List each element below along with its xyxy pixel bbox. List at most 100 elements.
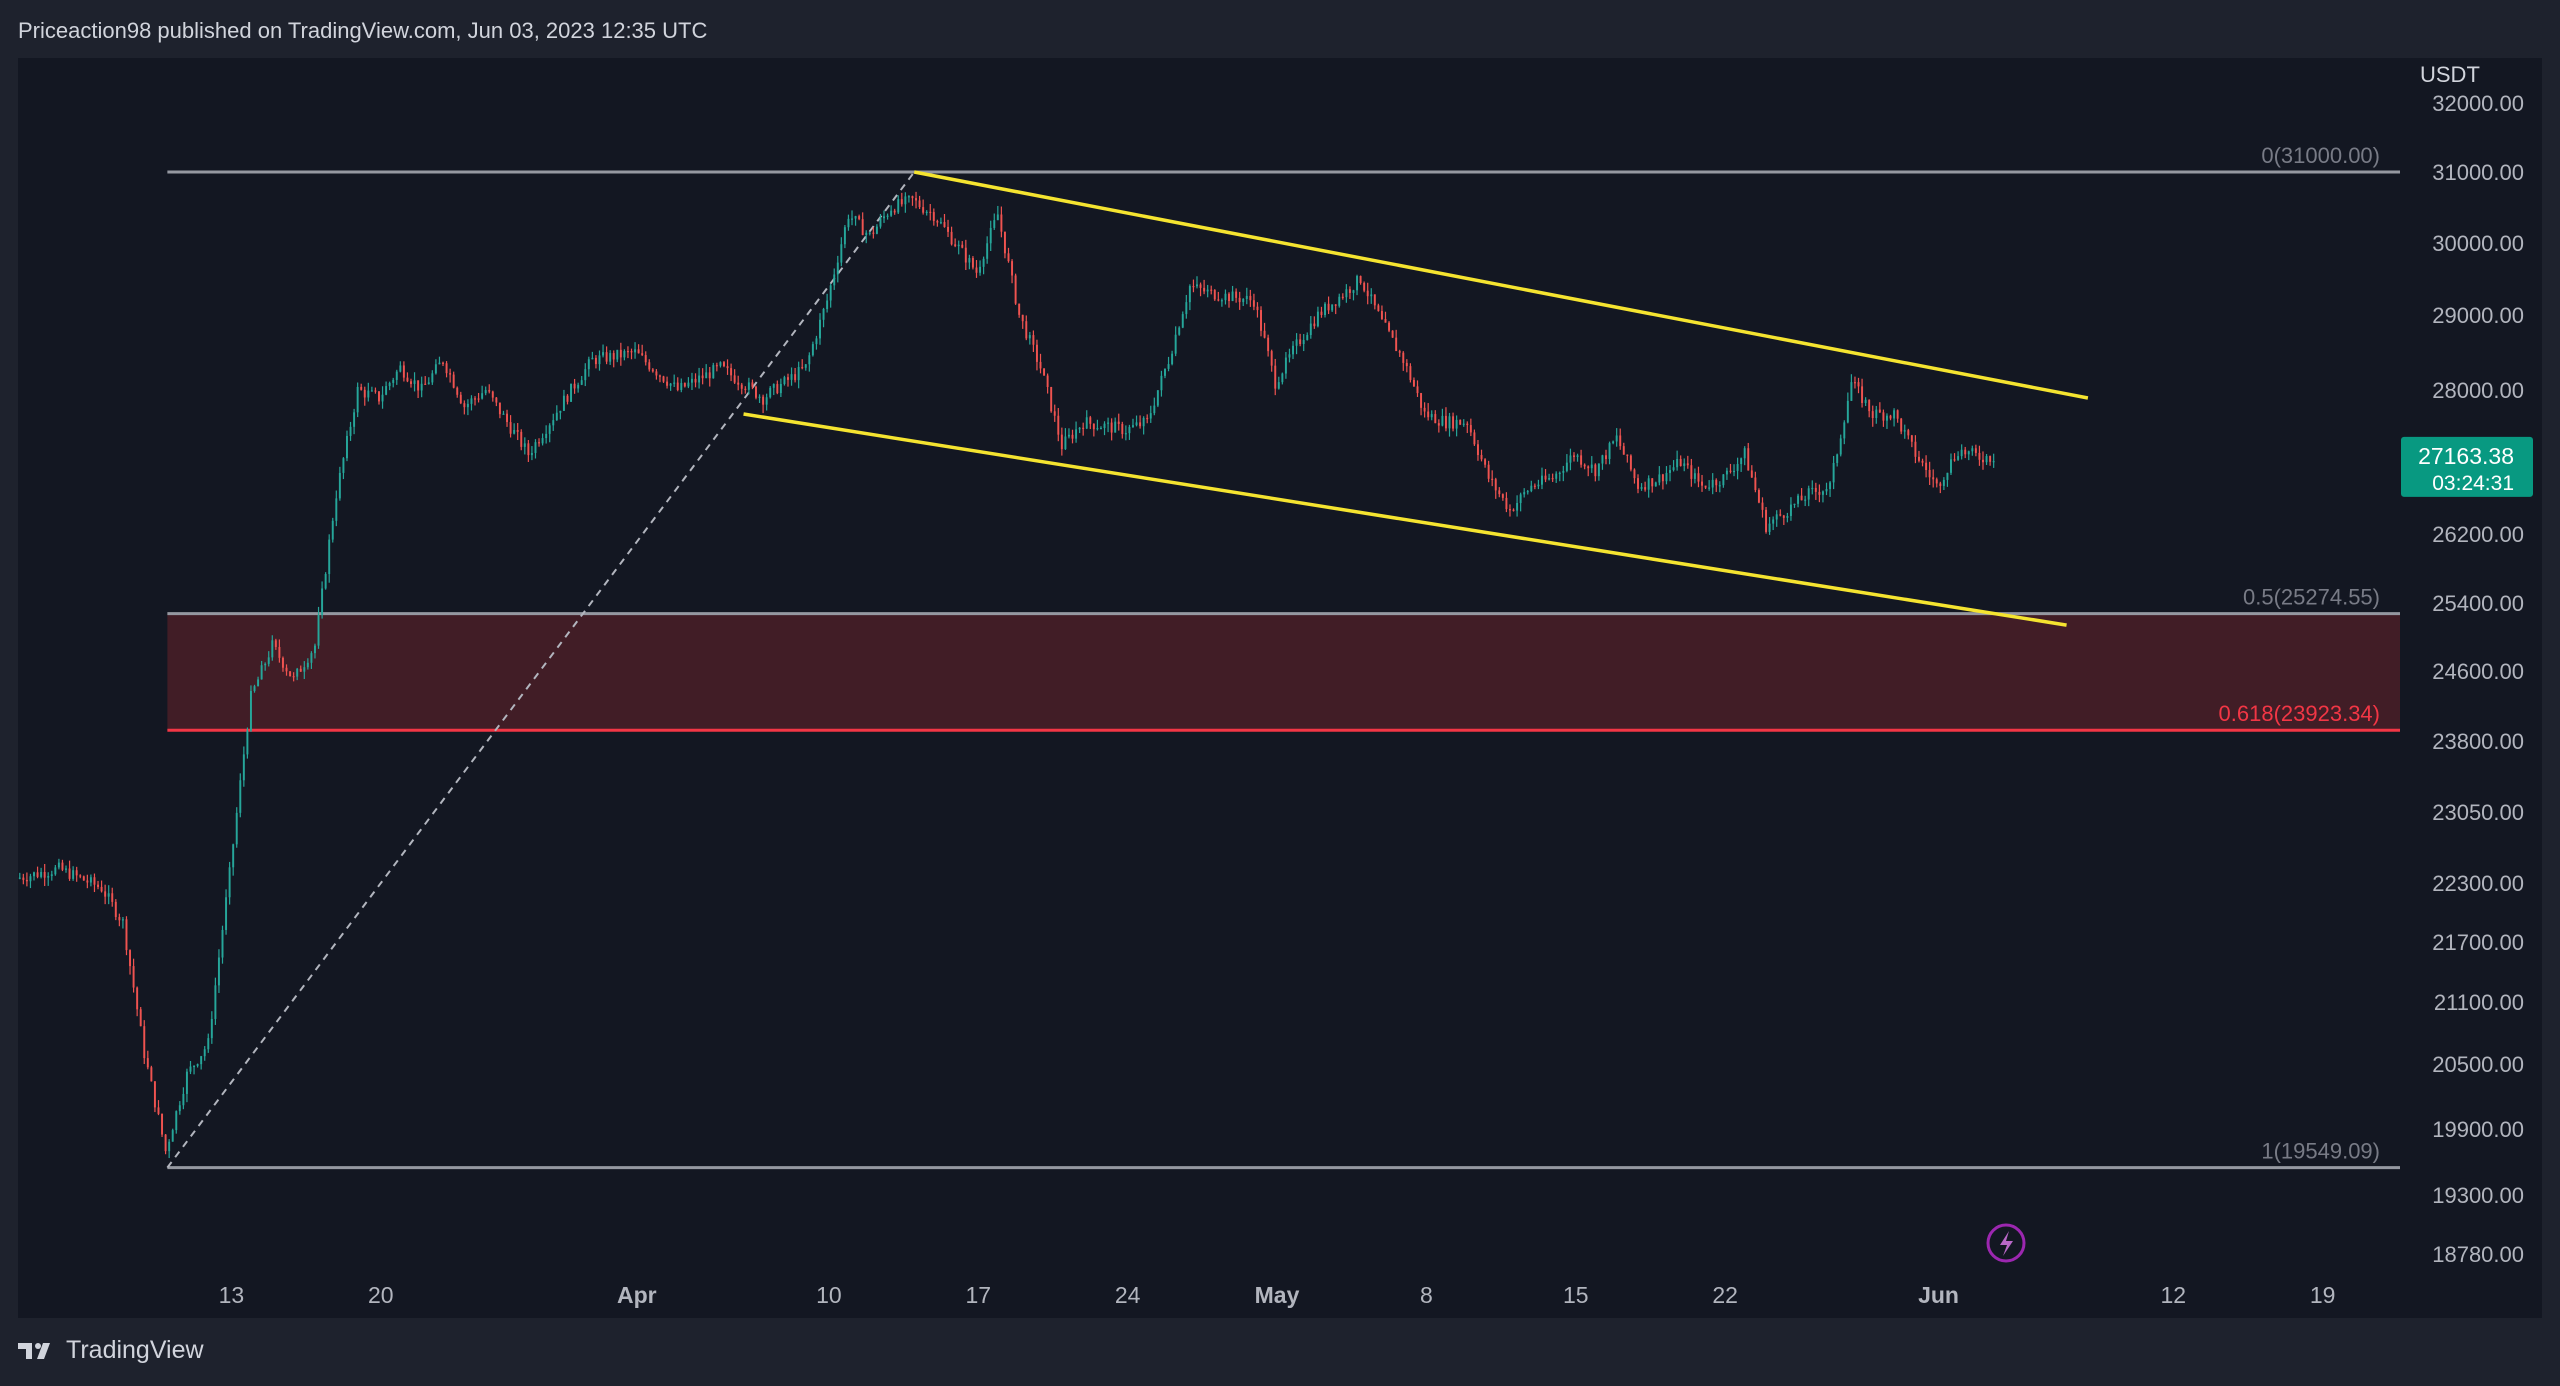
candle	[434, 364, 437, 374]
candle	[1487, 464, 1490, 479]
last-price-tag[interactable]	[2401, 436, 2533, 497]
candle	[1594, 464, 1597, 477]
candle	[413, 380, 416, 384]
candle	[1651, 478, 1654, 487]
candle	[1530, 485, 1533, 492]
candle	[1743, 448, 1746, 459]
candle	[1747, 448, 1750, 471]
candle	[1637, 478, 1639, 489]
candle	[740, 384, 743, 389]
candle	[594, 357, 597, 365]
candle	[957, 244, 960, 247]
candle	[1341, 296, 1344, 298]
candle	[310, 653, 313, 663]
candle	[1683, 463, 1686, 466]
tradingview-logo[interactable]: TradingView	[18, 1336, 204, 1365]
candle	[548, 425, 551, 434]
candle	[1099, 428, 1102, 430]
candle	[210, 1018, 213, 1039]
candle	[367, 390, 370, 398]
candle	[1057, 415, 1060, 435]
candle	[1128, 426, 1131, 434]
candle	[1135, 422, 1138, 426]
candle	[993, 220, 996, 228]
candle	[715, 365, 718, 367]
candle	[584, 369, 587, 381]
candle	[865, 232, 868, 236]
flash-icon[interactable]	[1986, 1223, 2026, 1263]
candle	[708, 372, 711, 379]
candle	[1789, 504, 1792, 516]
candle	[1188, 286, 1191, 303]
candle	[1398, 351, 1401, 353]
channel-upper-line[interactable]	[913, 170, 2089, 400]
candle	[1295, 339, 1298, 346]
candle	[40, 871, 43, 877]
candle	[1043, 368, 1046, 376]
candle	[1174, 334, 1177, 354]
candle	[150, 1067, 153, 1082]
candle	[374, 390, 377, 392]
candle	[1910, 435, 1913, 442]
candle	[900, 199, 903, 205]
candle	[36, 872, 39, 877]
candle	[118, 917, 121, 921]
candle	[1110, 422, 1113, 433]
candle	[644, 355, 647, 363]
candle	[1885, 415, 1888, 421]
candle	[466, 403, 469, 408]
candle	[772, 384, 775, 388]
candle	[570, 383, 573, 402]
candle	[328, 539, 331, 575]
candle	[136, 987, 139, 1010]
candle	[1782, 515, 1785, 518]
candle	[1427, 411, 1430, 418]
candle	[854, 216, 857, 219]
channel-lower-line[interactable]	[743, 412, 2067, 627]
y-tick-label: 18780.00	[2432, 1242, 2524, 1267]
candle	[1978, 452, 1981, 460]
candle	[1501, 494, 1504, 498]
price-scale-background[interactable]	[2408, 58, 2542, 1318]
candle	[1430, 414, 1433, 418]
candle	[907, 196, 910, 198]
candle	[879, 218, 882, 227]
y-tick-label: 21700.00	[2432, 930, 2524, 955]
candle	[979, 266, 982, 273]
candle	[602, 352, 605, 356]
y-tick-label: 19900.00	[2432, 1117, 2524, 1142]
candle	[1985, 456, 1988, 463]
candle	[1597, 463, 1600, 477]
candle	[1893, 410, 1896, 419]
tradingview-logo-icon	[18, 1342, 50, 1359]
candle	[762, 396, 765, 405]
candle	[609, 353, 612, 362]
candle	[57, 862, 60, 868]
candle	[1217, 299, 1220, 301]
candle	[97, 884, 100, 887]
x-tick-label: 12	[2160, 1282, 2186, 1308]
candle	[1412, 379, 1415, 387]
candle	[1345, 289, 1348, 298]
candle	[143, 1026, 146, 1059]
candle	[1804, 499, 1807, 501]
candle	[1107, 422, 1110, 424]
candle	[637, 349, 640, 354]
candle	[690, 378, 693, 383]
candle	[673, 382, 676, 384]
candle	[1444, 415, 1447, 429]
bar-countdown: 03:24:31	[2432, 472, 2514, 495]
candle	[1605, 455, 1607, 459]
candle	[1124, 433, 1127, 435]
candle	[755, 386, 757, 398]
candle	[1402, 352, 1405, 363]
y-tick-label: 30000.00	[2432, 231, 2524, 256]
candle	[157, 1107, 160, 1114]
candle	[939, 222, 942, 224]
candle	[1793, 503, 1796, 506]
candle	[1131, 425, 1134, 427]
candle	[502, 413, 505, 415]
candle	[1149, 413, 1152, 419]
candle	[1060, 434, 1063, 450]
